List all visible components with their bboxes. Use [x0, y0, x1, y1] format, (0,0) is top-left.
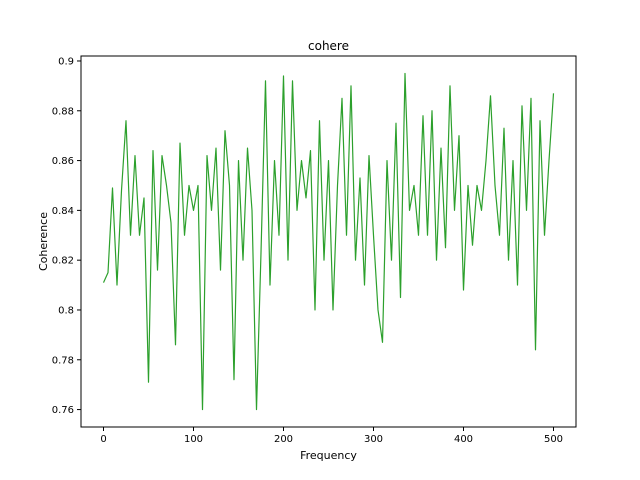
y-tick-label: 0.76 — [52, 405, 74, 416]
plot-frame — [80, 55, 577, 428]
y-tick-label: 0.9 — [58, 56, 74, 67]
y-tick-label: 0.82 — [52, 256, 74, 267]
x-tick-label: 0 — [100, 434, 106, 445]
x-tick-label: 200 — [274, 434, 293, 445]
x-tick-label: 500 — [544, 434, 563, 445]
y-tick-label: 0.86 — [52, 156, 74, 167]
y-tick-label: 0.84 — [52, 206, 74, 217]
chart-title: cohere — [308, 39, 349, 53]
y-tick-label: 0.88 — [52, 106, 74, 117]
y-tick-label: 0.78 — [52, 355, 74, 366]
x-axis-label: Frequency — [300, 449, 357, 462]
x-tick-label: 100 — [184, 434, 203, 445]
y-axis-label: Coherence — [37, 212, 50, 271]
x-tick-label: 400 — [454, 434, 473, 445]
y-tick-label: 0.8 — [58, 305, 74, 316]
x-tick-label: 300 — [364, 434, 383, 445]
data-line — [102, 72, 555, 411]
